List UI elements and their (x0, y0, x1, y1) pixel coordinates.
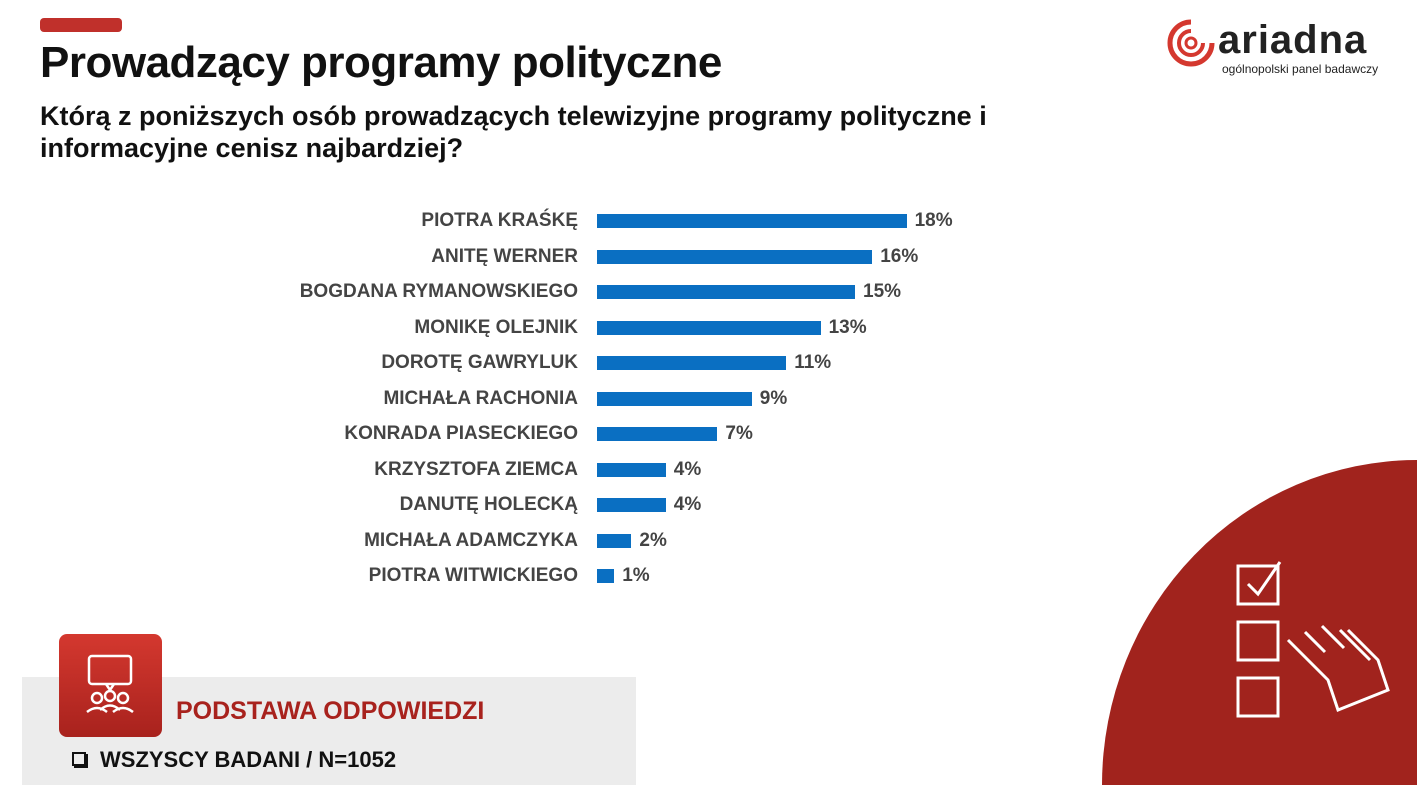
chart-row: KRZYSZTOFA ZIEMCA 4% (0, 458, 1000, 480)
chart-row: DANUTĘ HOLECKĄ 4% (0, 495, 1000, 515)
chart-row: MICHAŁA ADAMCZYKA 2% (0, 529, 1000, 551)
checkbox-icon (72, 752, 86, 766)
category-label: MONIKĘ OLEJNIK (414, 316, 578, 338)
base-title: PODSTAWA ODPOWIEDZI (176, 697, 485, 725)
category-label: ANITĘ WERNER (431, 245, 578, 267)
bar (597, 462, 666, 477)
chart-row: ANITĘ WERNER 16% (0, 245, 1000, 267)
value-label: 1% (622, 565, 650, 586)
bar (597, 533, 632, 548)
value-label: 4% (673, 494, 702, 515)
chart-row: DOROTĘ GAWRYLUK 11% (0, 353, 1000, 373)
bar (597, 356, 787, 370)
category-label: PIOTRA WITWICKIEGO (368, 565, 578, 586)
bar (597, 320, 821, 335)
category-label: KONRADA PIASECKIEGO (344, 423, 578, 444)
category-label: BOGDANA RYMANOWSKIEGO (299, 281, 578, 302)
question: Którą z poniższych osób prowadzących tel… (40, 101, 987, 163)
logo-wordmark: ariadna (1218, 18, 1368, 62)
value-label: 9% (759, 387, 788, 409)
category-label: DANUTĘ HOLECKĄ (399, 494, 578, 515)
logo-tagline: ogólnopolski panel badawczy (1222, 62, 1379, 76)
bar (597, 214, 907, 228)
page-title: Prowadzący programy polityczne (40, 38, 722, 87)
bar (597, 391, 752, 406)
chart-row: PIOTRA WITWICKIEGO 1% (0, 566, 1000, 586)
category-label: MICHAŁA RACHONIA (383, 387, 578, 409)
bar (597, 427, 718, 441)
base-item: WSZYSCY BADANI / N=1052 (72, 747, 396, 773)
value-label: 16% (880, 245, 919, 267)
chart-row: BOGDANA RYMANOWSKIEGO 15% (0, 282, 1000, 302)
chart-row: PIOTRA KRAŚKĘ 18% (0, 211, 1000, 231)
category-label: MICHAŁA ADAMCZYKA (364, 529, 578, 551)
value-label: 4% (673, 458, 702, 480)
logo-icon (1167, 19, 1215, 67)
bar-chart: PIOTRA KRAŚKĘ 18% ANITĘ WERNER 16% BOGDANA R… (0, 200, 1000, 600)
bar (597, 285, 855, 299)
bar (597, 498, 666, 512)
category-label: DOROTĘ GAWRYLUK (381, 352, 578, 373)
chart-row: KONRADA PIASECKIEGO 7% (0, 424, 1000, 444)
value-label: 7% (725, 423, 753, 444)
chart-row: MICHAŁA RACHONIA 9% (0, 387, 1000, 409)
base-item-label: WSZYSCY BADANI / N=1052 (100, 747, 397, 772)
chart-row: MONIKĘ OLEJNIK 13% (0, 316, 1000, 338)
value-label: 2% (639, 529, 667, 551)
category-label: KRZYSZTOFA ZIEMCA (374, 458, 578, 480)
bar (597, 569, 615, 583)
logo: ariadna ogólnopolski panel badawczy (1166, 16, 1396, 78)
accent-bar (40, 18, 122, 32)
value-label: 18% (914, 210, 953, 231)
value-label: 15% (863, 281, 902, 302)
value-label: 11% (794, 352, 832, 373)
value-label: 13% (828, 316, 867, 338)
category-label: PIOTRA KRAŚKĘ (421, 210, 578, 231)
respondents-icon (59, 634, 162, 737)
bar (597, 249, 873, 264)
checklist-hand-icon (1236, 561, 1390, 718)
